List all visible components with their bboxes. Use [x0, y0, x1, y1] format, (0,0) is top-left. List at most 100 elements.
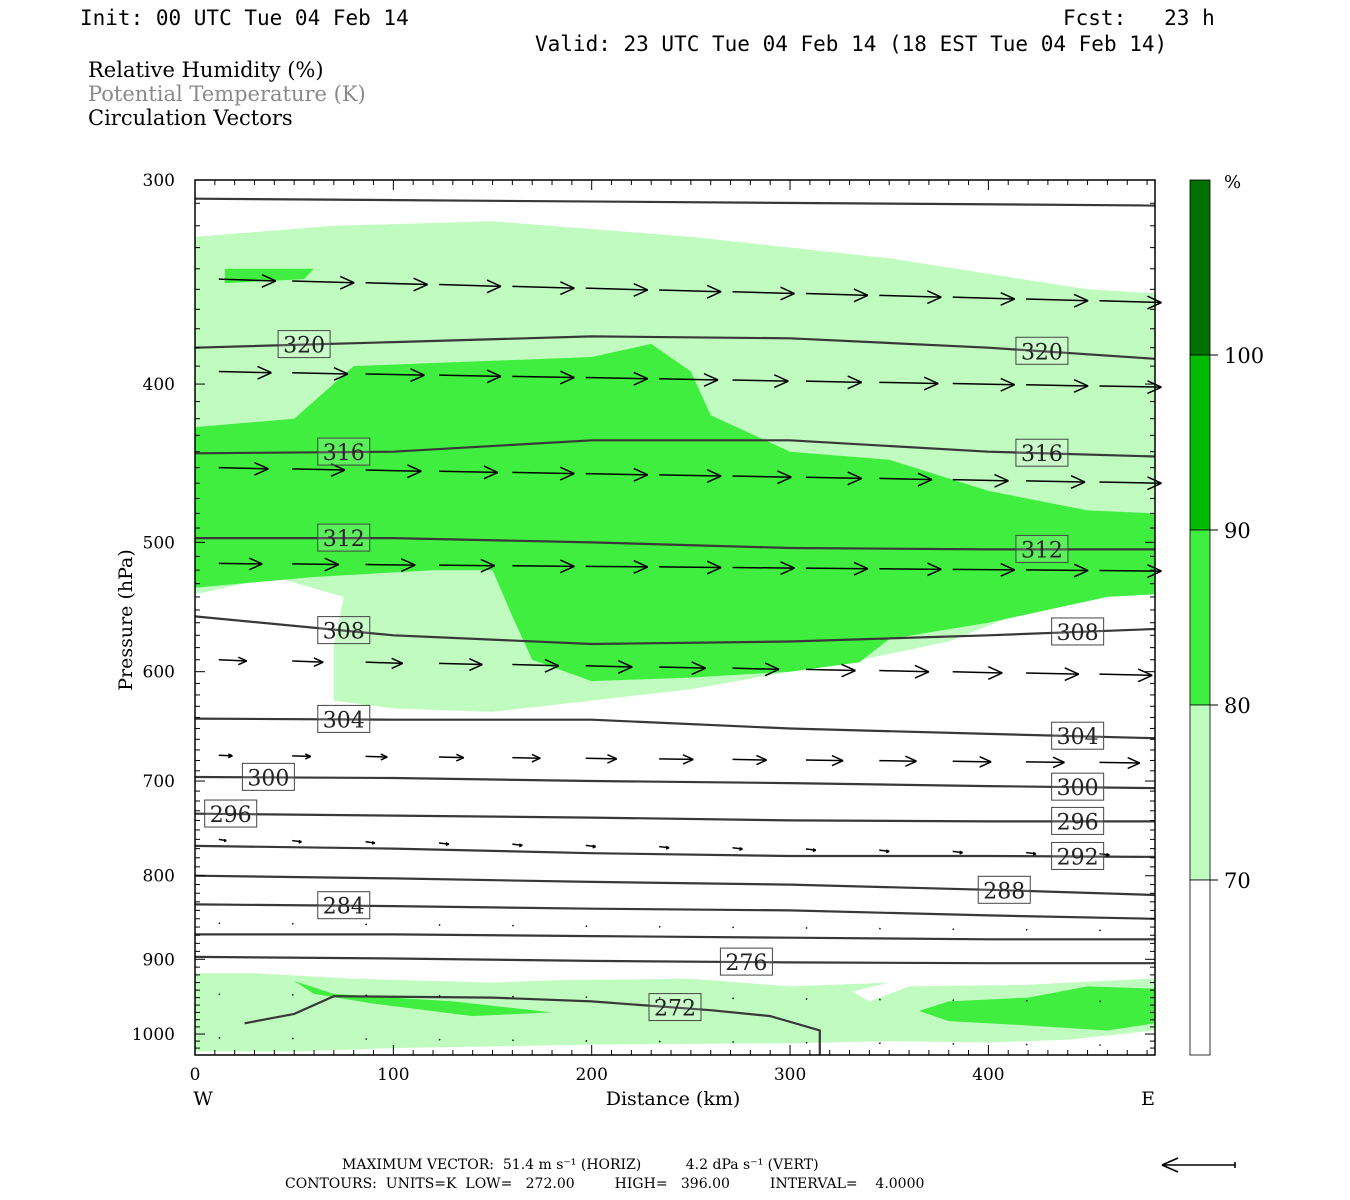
vector-shaft	[1099, 1044, 1102, 1047]
circulation-vector	[512, 559, 575, 574]
vector-shaft	[732, 566, 795, 569]
y-tick-label: 800	[143, 867, 175, 887]
vector-head	[633, 378, 649, 386]
valid-time: Valid: 23 UTC Tue 04 Feb 14 (18 EST Tue …	[535, 32, 1168, 56]
vector-shaft	[438, 924, 441, 926]
legend-theta: Potential Temperature (K)	[88, 82, 366, 106]
vector-shaft	[365, 755, 388, 758]
circulation-vector	[952, 377, 1015, 392]
circulation-vector	[732, 470, 792, 485]
theta-contour	[195, 933, 1155, 941]
circulation-vector	[218, 993, 221, 996]
colorbar-segment	[1189, 879, 1211, 1056]
theta-contour	[194, 844, 1156, 858]
circulation-vector	[1099, 852, 1110, 857]
vector-head	[456, 756, 465, 762]
vector-head	[691, 661, 706, 669]
vector-head	[706, 469, 722, 477]
vector-head	[764, 668, 780, 677]
legend-rh: Relative Humidity (%)	[88, 58, 324, 82]
circulation-vector	[365, 923, 368, 926]
vector-shaft	[732, 667, 780, 671]
vector-head	[780, 561, 795, 569]
y-tick-label: 400	[143, 375, 175, 395]
vector-shaft	[585, 1039, 588, 1042]
vector-head	[400, 564, 416, 573]
circulation-vector	[585, 282, 649, 297]
vector-shaft	[365, 373, 425, 376]
vector-head	[560, 370, 575, 379]
colorbar: % 70 80 90 100	[1189, 172, 1264, 1056]
vector-shaft	[659, 289, 722, 293]
vector-head	[531, 757, 541, 763]
vector-head	[633, 282, 649, 291]
vector-shaft	[292, 755, 311, 758]
vector-shaft	[218, 562, 263, 565]
colorbar-label: 90	[1224, 519, 1251, 543]
vector-head	[324, 557, 339, 566]
circulation-vector	[438, 842, 450, 847]
contour-label-box	[317, 616, 371, 645]
vector-head	[469, 658, 483, 666]
circulation-vector	[512, 995, 514, 998]
circulation-vector	[732, 561, 795, 576]
vector-head	[812, 849, 817, 853]
vector-head	[560, 559, 575, 568]
vector-head	[1127, 756, 1141, 764]
circulation-vector	[292, 557, 339, 572]
circulation-vector	[805, 927, 808, 929]
circulation-vector	[805, 663, 856, 678]
contour-label: 308	[1057, 621, 1099, 646]
contour-label-box	[204, 799, 258, 828]
vector-shaft	[658, 925, 661, 928]
vector-head	[445, 843, 450, 847]
circulation-vector	[585, 559, 649, 574]
vector-shaft	[879, 759, 917, 762]
vector-shaft	[659, 377, 719, 381]
colorbar-label: 100	[1224, 344, 1264, 368]
circulation-vector	[218, 1036, 221, 1039]
vector-head	[831, 759, 844, 767]
vector-head	[914, 671, 930, 679]
contour-label-box	[317, 704, 371, 733]
circulation-vector	[365, 657, 404, 670]
contour-label: 288	[983, 879, 1025, 904]
circulation-vector	[365, 464, 422, 479]
vector-shaft	[512, 564, 575, 568]
circulation-vector	[218, 461, 269, 476]
vector-shaft	[1026, 298, 1089, 302]
vector-shaft	[658, 1040, 661, 1043]
vector-head	[1073, 385, 1089, 393]
vector-head	[486, 279, 502, 288]
vector-shaft	[585, 665, 633, 668]
circulation-vector	[952, 1042, 955, 1045]
vector-head	[917, 472, 933, 481]
vector-shaft	[1099, 929, 1102, 932]
vector-head	[400, 558, 416, 566]
circulation-vector	[585, 371, 649, 386]
circulation-vector	[218, 656, 248, 666]
contour-label-box	[648, 993, 702, 1022]
vector-head	[480, 558, 496, 567]
vector-shaft	[1025, 928, 1028, 931]
vector-shaft	[585, 925, 588, 928]
contour-label: 272	[654, 997, 696, 1022]
circulation-vector	[879, 562, 942, 577]
vector-head	[885, 850, 890, 854]
circulation-vector	[805, 288, 869, 303]
vector-head	[1000, 298, 1015, 306]
circulation-vector	[365, 368, 425, 383]
vector-head	[1073, 569, 1089, 578]
vector-head	[633, 566, 649, 574]
vector-head	[544, 658, 560, 667]
circulation-vector	[292, 366, 349, 381]
vector-shaft	[512, 924, 514, 927]
theta-contour	[194, 775, 1156, 790]
circulation-vector	[292, 753, 312, 760]
vector-head	[391, 662, 404, 670]
vector-shaft	[878, 927, 881, 930]
vector-head	[1073, 300, 1089, 308]
contour-label: 316	[1021, 442, 1063, 467]
vector-head	[560, 472, 575, 481]
